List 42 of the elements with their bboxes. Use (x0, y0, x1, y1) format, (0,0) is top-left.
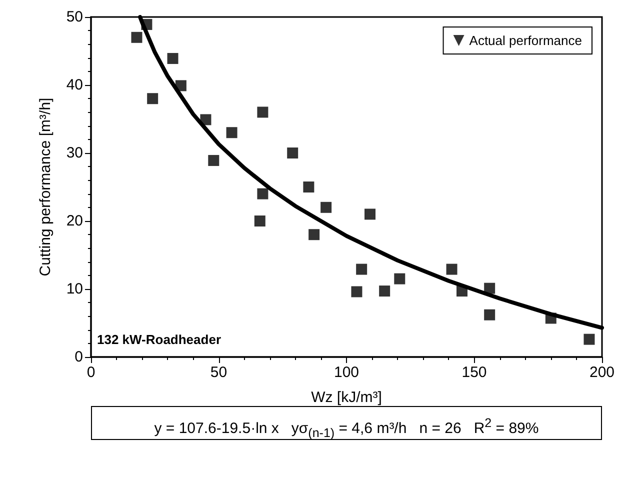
point (141, 18, 152, 30)
y-tick-label: 40 (66, 76, 83, 94)
annotation: 132 kW-Roadheader (97, 332, 222, 347)
x-tick-label: 200 (589, 364, 615, 381)
text: y = 107.6-19.5·ln x yσ$_{(n-1)}$ = 4,6 m³/h n = 26 R$^{2}$ = 89% (91, 406, 602, 440)
y-tick-label: 20 (66, 212, 83, 230)
point (226, 127, 238, 138)
point (287, 148, 298, 158)
x-tick-label: 100 (334, 364, 360, 381)
point (394, 273, 406, 284)
point (446, 264, 458, 275)
y-axis-title: Cutting performance [m³/h] (37, 98, 54, 276)
point (484, 282, 496, 294)
point (356, 264, 368, 275)
y-tick-label: 10 (66, 280, 83, 298)
point (167, 52, 178, 64)
point (379, 286, 390, 297)
point (320, 202, 332, 213)
legend-label: Actual performance (469, 33, 582, 48)
point (257, 106, 268, 118)
point (175, 80, 186, 92)
x-tick-label: 0 (86, 364, 96, 381)
x-axis-title: Wz [kJ/m³] (311, 389, 382, 406)
point (200, 114, 212, 126)
point (147, 93, 158, 104)
point (364, 208, 376, 220)
point (303, 182, 314, 192)
point (257, 188, 268, 200)
y-tick-label: 50 (66, 8, 83, 26)
y-tick-label: 30 (66, 144, 83, 162)
point (456, 286, 468, 297)
x-tick-label: 50 (210, 364, 228, 381)
x-tick-label: 150 (462, 364, 487, 381)
point (584, 334, 595, 345)
point (308, 229, 320, 240)
point (545, 312, 556, 324)
point (351, 286, 362, 298)
point (254, 216, 266, 226)
point (484, 309, 496, 320)
point (208, 154, 220, 166)
y-tick-label: 0 (74, 348, 83, 366)
point (131, 32, 142, 43)
